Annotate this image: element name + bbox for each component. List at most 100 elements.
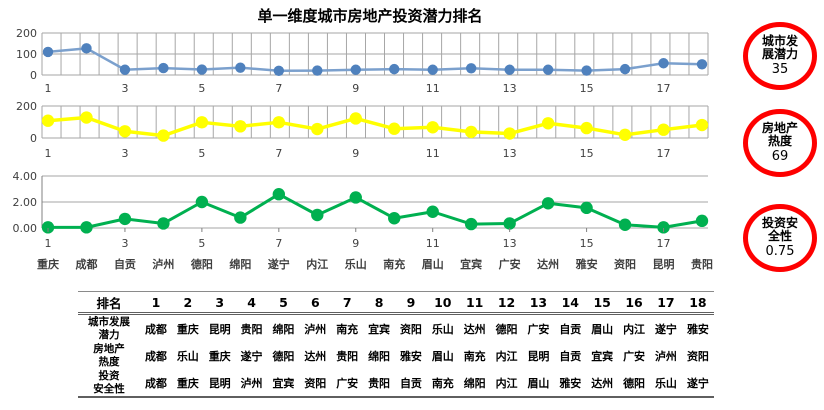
city-cell: 雅安 — [686, 322, 709, 336]
row-label-cell: 房地产 热度 — [78, 342, 140, 369]
city-cell: 广安 — [623, 349, 646, 363]
series-line — [46, 192, 704, 229]
data-point-marker — [80, 221, 93, 234]
city-axis-label: 内江 — [306, 257, 328, 271]
data-point-marker — [695, 214, 709, 228]
data-point-marker — [41, 114, 55, 127]
city-cell: 广安 — [336, 376, 359, 390]
y-axis-tick-label: 0.00 — [13, 222, 38, 235]
x-axis-tick-label: 5 — [198, 237, 205, 250]
x-axis-tick-label: 11 — [426, 237, 440, 250]
data-point-marker — [311, 122, 324, 136]
data-point-marker — [195, 116, 209, 129]
badge-label-line: 展潜力 — [761, 47, 798, 62]
data-point-marker — [541, 197, 555, 210]
city-cell: 昆明 — [208, 322, 231, 336]
x-axis-tick-label: 9 — [352, 237, 359, 250]
row-label-line: 房地产 — [93, 343, 125, 356]
city-cell: 德阳 — [495, 322, 518, 336]
rank-number-cell: 4 — [235, 291, 268, 315]
badge-value: 35 — [771, 61, 789, 77]
rank-number-cell: 9 — [395, 291, 427, 315]
x-axis-tick-label: 1 — [45, 237, 52, 250]
data-point-marker — [389, 63, 400, 75]
x-axis-tick-label: 5 — [198, 82, 205, 95]
row-label-line: 安全性 — [93, 382, 125, 395]
data-point-marker — [580, 121, 593, 135]
city-axis-label: 昆明 — [653, 258, 675, 271]
city-cell: 德阳 — [272, 349, 295, 363]
city-axis-label: 广安 — [499, 257, 521, 271]
city-axis-label: 雅安 — [576, 257, 598, 271]
x-axis-tick-label: 13 — [503, 237, 517, 250]
city-cell: 乐山 — [654, 376, 677, 390]
data-point-marker — [312, 65, 323, 76]
row-label-line: 潜力 — [98, 328, 120, 341]
city-cell: 贵阳 — [240, 322, 263, 336]
chart-3: 4.002.000.001 3 5 7 9 11 13 15 17重庆 成都 自贡 泸州 德阳 绵阳 遂宁内… — [13, 170, 714, 271]
badge-value: 0.75 — [765, 243, 795, 259]
data-point-marker — [196, 64, 208, 75]
city-cell: 泸州 — [304, 322, 327, 336]
rank-number-cell: 1 — [140, 291, 172, 315]
city-cell: 泸州 — [654, 349, 677, 363]
data-point-marker — [388, 212, 401, 225]
x-axis-tick-label: 15 — [580, 147, 594, 160]
x-axis-tick-label: 3 — [121, 237, 128, 250]
rank-number-cell: 10 — [426, 291, 459, 315]
city-axis-label: 达州 — [537, 257, 559, 271]
y-axis-tick-label: 200 — [16, 27, 37, 40]
city-cell: 广安 — [527, 322, 550, 336]
x-axis-tick-label: 7 — [275, 147, 282, 160]
city-cell: 内江 — [495, 376, 518, 390]
badge-label-line: 热度 — [767, 134, 792, 149]
table-row: 房地产 热度 成都 乐山 重庆 遂宁 德阳 达州 贵阳 绵阳 雅安 眉山 南充 内江 昆明 自贡 宜宾 广安 泸州资… — [78, 342, 714, 369]
x-axis-tick-label: 11 — [426, 82, 440, 95]
city-cell: 昆明 — [208, 376, 231, 390]
x-axis-tick-label: 13 — [503, 147, 517, 160]
city-cell: 内江 — [495, 349, 518, 363]
city-cell: 成都 — [144, 376, 167, 390]
y-axis-tick-label: 4.00 — [13, 170, 38, 183]
city-axis-label: 南充 — [383, 257, 405, 271]
city-cell: 眉山 — [527, 376, 550, 390]
ranking-table: 排名 1 2 3 4 5 6 7 8 9 10 11 12 13 14 15 16 17 18 城市发展 潜力 成都 重庆昆… — [78, 291, 714, 398]
city-cell: 内江 — [623, 322, 646, 336]
city-cell: 重庆 — [176, 322, 199, 336]
data-point-marker — [273, 65, 285, 77]
data-point-marker — [349, 191, 362, 204]
city-development-potential-badge: 城市发 展潜力 35 — [743, 22, 817, 90]
city-cell: 遂宁 — [240, 349, 263, 363]
city-axis-label: 泸州 — [152, 257, 174, 271]
data-point-marker — [119, 64, 131, 75]
investment-safety-badge: 投资安 全性 0.75 — [743, 204, 817, 272]
city-cell: 宜宾 — [591, 349, 614, 363]
y-axis-tick-label: 100 — [16, 48, 37, 61]
x-axis-tick-label: 17 — [657, 147, 671, 160]
series-line — [46, 47, 704, 73]
rank-header-cell: 排名 — [78, 291, 140, 315]
city-cell: 德阳 — [623, 376, 646, 390]
x-axis-tick-label: 13 — [503, 82, 517, 95]
row-label-cell: 城市发展 潜力 — [78, 314, 140, 343]
data-point-marker — [657, 221, 670, 234]
city-cell: 达州 — [463, 322, 486, 336]
data-point-marker — [157, 129, 170, 142]
city-cell: 绵阳 — [272, 322, 295, 336]
city-cell: 资阳 — [304, 376, 327, 390]
data-point-marker — [42, 46, 54, 58]
y-axis-tick-label: 0 — [30, 132, 37, 145]
city-cell: 达州 — [304, 349, 327, 363]
rank-number-cell: 18 — [681, 291, 714, 315]
data-point-marker — [464, 125, 478, 139]
data-point-marker — [504, 64, 515, 75]
city-cell: 南充 — [336, 322, 359, 336]
city-cell: 重庆 — [208, 349, 231, 363]
rank-number-cell: 16 — [618, 291, 650, 315]
chart-title: 单一维度城市房地产投资潜力排名 — [257, 7, 483, 25]
data-point-marker — [619, 63, 631, 75]
